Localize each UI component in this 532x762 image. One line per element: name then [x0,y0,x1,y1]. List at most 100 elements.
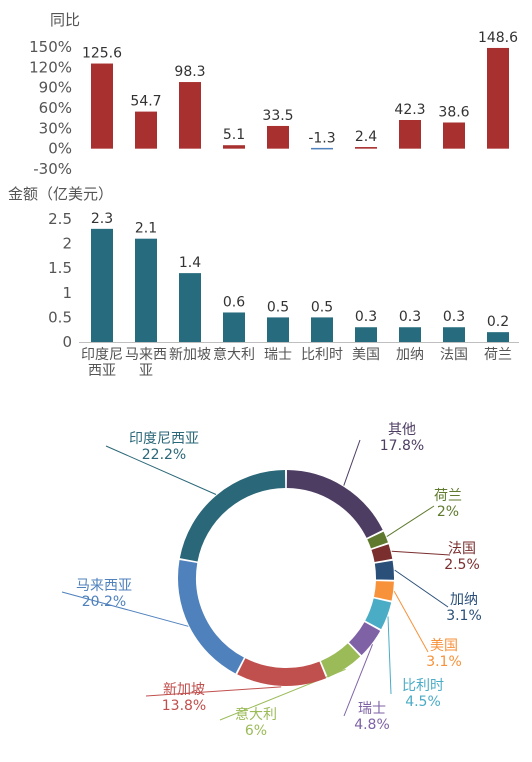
amount-x-tick: 印度尼 [81,347,123,363]
amount-x-tick: 西亚 [88,363,116,379]
donut-leader-line [391,550,451,556]
donut-slice [178,560,245,674]
amount-y-tick: 2.5 [48,210,72,228]
amount-axis-title: 金额（亿美元） [8,185,113,203]
yoy-bar [355,147,377,149]
yoy-bar [311,147,333,150]
donut-slice-label: 法国 [448,541,476,557]
donut-slice-percent: 3.1% [446,608,482,624]
amount-x-tick: 荷兰 [484,347,512,363]
donut-slice-percent: 13.8% [162,698,206,714]
donut-leader-line [343,644,373,717]
yoy-bar [399,119,421,149]
donut-slice-label: 美国 [430,638,458,654]
donut-slice [367,531,388,549]
yoy-y-tick: 120% [29,58,72,76]
amount-data-label: 2.1 [135,221,157,237]
amount-x-tick: 瑞士 [264,347,292,363]
donut-slice-percent: 4.8% [354,717,390,733]
donut-slice-label: 其他 [388,422,416,438]
donut-slice [237,658,327,686]
amount-bar [355,327,377,342]
donut-slice-percent: 20.2% [82,594,126,610]
donut-slice-percent: 22.2% [142,447,186,463]
donut-slice-label: 新加坡 [163,682,205,698]
yoy-data-label: 38.6 [438,105,469,121]
amount-bar [399,327,421,342]
yoy-data-label: -1.3 [308,131,335,147]
amount-y-tick: 1 [62,284,72,302]
amount-data-label: 0.2 [487,314,509,330]
amount-data-label: 0.3 [443,309,465,325]
donut-slice-percent: 17.8% [380,438,424,454]
donut-slice-label: 意大利 [235,706,277,723]
donut-leader-line [61,591,189,627]
amount-bar [267,317,289,342]
donut-slice-percent: 2.5% [444,557,480,573]
donut-slice [374,560,394,580]
donut-slice-label: 比利时 [402,678,444,694]
amount-x-tick: 加纳 [396,347,424,363]
donut-slice-label: 加纳 [450,592,478,608]
yoy-y-tick: 30% [39,119,72,137]
yoy-data-label: 33.5 [262,108,293,124]
amount-x-tick: 美国 [352,347,380,363]
amount-data-label: 0.6 [223,294,245,310]
amount-x-tick: 意大利 [213,346,255,363]
donut-slice [286,470,383,539]
yoy-y-tick: 0% [48,140,72,158]
amount-bar [91,228,113,342]
amount-x-tick: 马来西 [125,347,167,363]
yoy-y-tick: 150% [29,38,72,56]
donut-leader-line [105,445,217,495]
amount-y-tick: 0.5 [48,308,72,326]
donut-slice-label: 荷兰 [434,488,462,504]
yoy-data-label: 54.7 [130,94,161,110]
yoy-bar [443,122,465,149]
amount-data-label: 0.5 [267,299,289,315]
donut-group [61,439,451,721]
donut-slice-label: 瑞士 [358,701,386,717]
yoy-y-tick: 60% [39,99,72,117]
donut-leader-line [386,505,435,538]
yoy-axis-title: 同比 [50,11,80,29]
yoy-bar [487,47,509,149]
amount-x-tick: 新加坡 [169,347,211,363]
yoy-data-label: 5.1 [223,127,245,143]
yoy-data-label: 98.3 [174,64,205,80]
donut-leader-line [394,569,449,608]
donut-slice-percent: 4.5% [405,694,441,710]
donut-slice-percent: 2% [437,504,459,520]
yoy-data-label: 42.3 [394,102,425,118]
donut-slice-percent: 3.1% [426,654,462,670]
amount-bar [311,317,333,342]
donut-slice [365,598,392,630]
yoy-bar [135,111,157,149]
amount-x-tick: 亚 [139,363,153,379]
amount-x-tick: 法国 [440,347,468,363]
amount-y-tick: 2 [62,235,72,253]
donut-slice-label: 印度尼西亚 [129,431,199,447]
yoy-bar [179,82,201,149]
amount-y-tick: 1.5 [48,259,72,277]
amount-data-label: 0.3 [355,309,377,325]
donut-slice [179,470,286,562]
amount-bar [487,332,509,342]
amount-bar [135,238,157,342]
donut-slice [371,544,393,563]
yoy-bar [267,125,289,149]
amount-bar [443,327,465,342]
yoy-data-label: 148.6 [478,30,518,46]
donut-leader-line [343,439,361,486]
donut-slice [320,643,361,678]
yoy-bar [91,63,113,149]
amount-x-tick: 比利时 [301,347,343,363]
donut-slice-percent: 6% [245,723,267,739]
amount-data-label: 2.3 [91,211,113,227]
amount-bar [179,273,201,342]
yoy-y-tick: 90% [39,79,72,97]
yoy-y-tick: -30% [33,160,72,178]
amount-bar [223,312,245,342]
donut-slice [373,580,394,601]
amount-data-label: 0.3 [399,309,421,325]
